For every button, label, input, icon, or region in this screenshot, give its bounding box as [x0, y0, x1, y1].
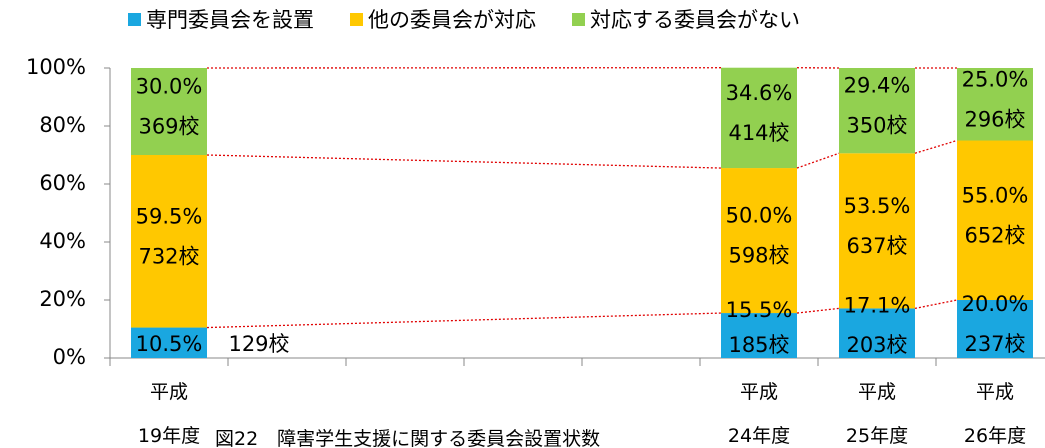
bar-segment: [131, 155, 207, 328]
connector: [914, 299, 958, 310]
x-tick-label: 平成 25年度: [845, 381, 909, 447]
count-label: 637校: [846, 234, 907, 258]
bar-segment: [957, 68, 1033, 141]
y-tick-label: 80%: [39, 113, 86, 137]
bar-segment: [957, 300, 1033, 358]
value-label: 50.0%: [726, 204, 793, 228]
x-tick-label: 平成 19年度: [137, 381, 201, 447]
bar-segment: [721, 313, 797, 358]
count-label: 296校: [964, 107, 1025, 131]
y-tick-label: 20%: [39, 287, 86, 311]
legend-swatch: [350, 13, 363, 26]
bar-segment: [839, 308, 915, 358]
bar-segment: [721, 67, 797, 169]
value-label: 25.0%: [962, 67, 1029, 91]
count-label: 237校: [964, 332, 1025, 356]
value-label: 10.5%: [136, 332, 203, 356]
count-label: 598校: [728, 244, 789, 268]
bar-segment: [131, 68, 207, 155]
value-label: 29.4%: [844, 74, 911, 98]
connector: [796, 152, 840, 169]
bar-segment: [839, 68, 915, 154]
count-label: 414校: [728, 121, 789, 145]
value-label: 30.0%: [136, 75, 203, 99]
connector: [206, 154, 722, 169]
count-label: 652校: [964, 223, 1025, 247]
connector: [914, 139, 958, 154]
y-tick-label: 100%: [26, 55, 86, 79]
legend-swatch: [572, 13, 585, 26]
legend-label: 対応する委員会がない: [590, 8, 800, 32]
value-label: 34.6%: [726, 81, 793, 105]
value-label: 15.5%: [726, 298, 793, 322]
count-label: 369校: [138, 115, 199, 139]
count-label: 203校: [846, 333, 907, 357]
value-label: 17.1%: [844, 293, 911, 317]
y-tick-label: 0%: [53, 345, 86, 369]
legend-label: 他の委員会が対応: [368, 8, 536, 32]
count-label: 129校: [228, 332, 289, 356]
bar-segment: [957, 140, 1033, 300]
bar-segment: [839, 153, 915, 309]
count-label: 350校: [846, 114, 907, 138]
value-label: 59.5%: [136, 204, 203, 228]
x-tick-label: 平成 24年度: [727, 381, 791, 447]
bar-segment: [131, 327, 207, 358]
count-label: 185校: [728, 333, 789, 357]
value-label: 53.5%: [844, 194, 911, 218]
y-tick-label: 60%: [39, 171, 86, 195]
count-label: 732校: [138, 244, 199, 268]
legend-swatch: [128, 13, 141, 26]
bar-segment: [721, 168, 797, 314]
y-tick-label: 40%: [39, 229, 86, 253]
value-label: 55.0%: [962, 183, 1029, 207]
caption: 図22 障害学生支援に関する委員会設置状数: [215, 428, 601, 448]
value-label: 20.0%: [962, 292, 1029, 316]
legend-label: 専門委員会を設置: [146, 8, 314, 32]
x-tick-label: 平成 26年度: [963, 381, 1027, 447]
connector: [206, 312, 722, 329]
connector: [796, 307, 840, 314]
